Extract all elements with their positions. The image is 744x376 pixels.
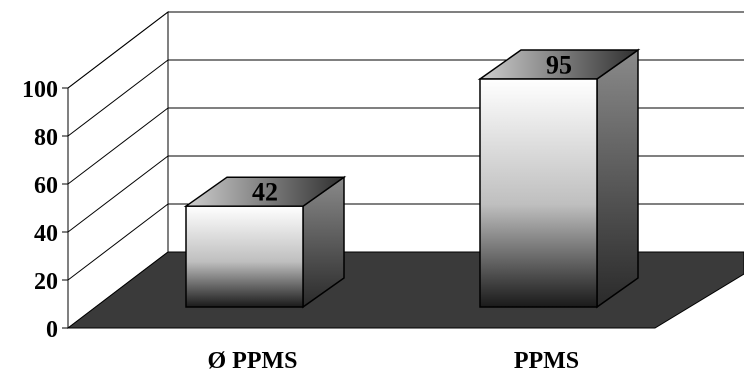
gridlines bbox=[67, 11, 744, 281]
gridline-side bbox=[67, 155, 169, 233]
floor-panel bbox=[66, 251, 744, 329]
bar-front bbox=[185, 205, 304, 308]
bar bbox=[477, 48, 641, 309]
category-label: Ø PPMS bbox=[208, 348, 298, 374]
y-tick-label: 0 bbox=[46, 317, 58, 343]
data-label: 42 bbox=[252, 178, 278, 207]
bar-front bbox=[479, 78, 598, 308]
floor bbox=[66, 251, 744, 329]
gridline-side bbox=[67, 203, 169, 281]
y-tick-label: 100 bbox=[22, 77, 58, 103]
gridline-side bbox=[67, 11, 169, 89]
bars: 42 95 bbox=[183, 48, 641, 309]
gridline-side bbox=[67, 107, 169, 185]
y-tick-label: 20 bbox=[34, 269, 58, 295]
gridline-side bbox=[67, 59, 169, 137]
bar-side bbox=[596, 48, 639, 309]
y-tick-label: 80 bbox=[34, 125, 58, 151]
y-tick-label: 60 bbox=[34, 173, 58, 199]
x-axis-labels: Ø PPMS PPMS bbox=[208, 348, 580, 374]
bar bbox=[183, 175, 347, 309]
y-axis-ticks: 0 20 40 60 80 100 bbox=[22, 77, 68, 343]
category-label: PPMS bbox=[514, 348, 579, 374]
y-tick-label: 40 bbox=[34, 221, 58, 247]
data-label: 95 bbox=[546, 51, 572, 80]
